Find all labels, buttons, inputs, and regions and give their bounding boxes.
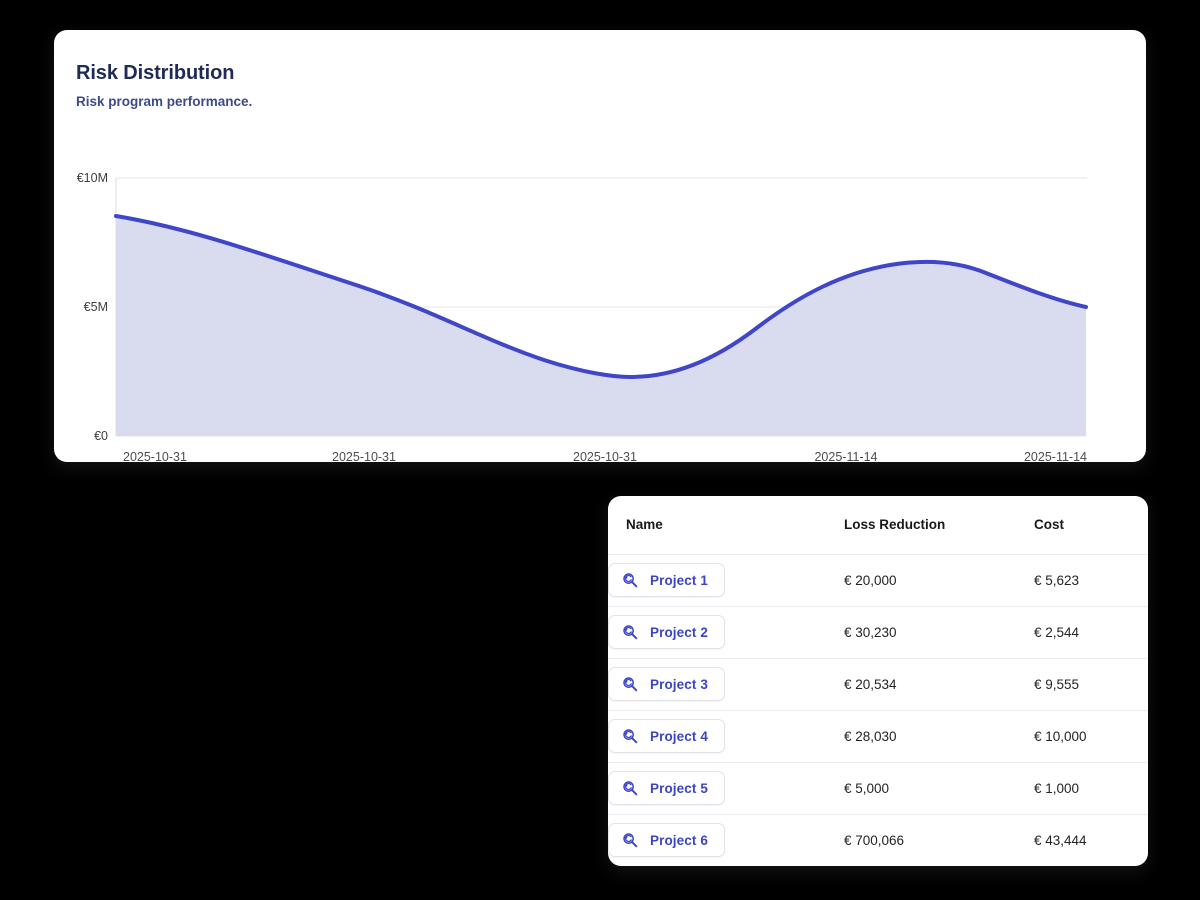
page-title: Risk Distribution	[76, 62, 235, 84]
x-tick-label-4: 2025-11-14	[814, 450, 877, 462]
table-row: Project 1 € 20,000 € 5,623	[608, 554, 1148, 607]
project-open-button[interactable]: Project 3	[608, 667, 725, 701]
risk-distribution-card: Risk Distribution Risk program performan…	[54, 30, 1146, 462]
x-tick-label-2: 2025-10-31	[332, 450, 396, 462]
project-name-label: Project 4	[650, 728, 708, 744]
cell-name: Project 5	[608, 762, 844, 815]
table-row: Project 3 € 20,534 € 9,555	[608, 658, 1148, 711]
zoom-search-icon	[622, 728, 638, 744]
table-header: Name Loss Reduction Cost	[608, 496, 1148, 555]
project-name-label: Project 6	[650, 832, 708, 848]
y-tick-label-0: €0	[94, 429, 108, 443]
chart-plot-area: €10M €5M €0 2025-10-31 2025-10-31 2025-1…	[54, 30, 1146, 462]
project-open-button[interactable]: Project 5	[608, 771, 725, 805]
cell-loss-reduction: € 20,000	[844, 554, 1034, 607]
project-open-button[interactable]: Project 6	[608, 823, 725, 858]
x-tick-label-5: 2025-11-14	[1024, 450, 1087, 462]
x-tick-label-3: 2025-10-31	[573, 450, 637, 462]
zoom-search-icon	[622, 676, 638, 692]
table-body: Project 1 € 20,000 € 5,623 Project 2 € 3…	[608, 554, 1148, 866]
cell-name: Project 3	[608, 658, 844, 711]
project-name-label: Project 3	[650, 676, 708, 692]
table-row: Project 2 € 30,230 € 2,544	[608, 606, 1148, 659]
chart-area-fill	[116, 216, 1086, 436]
chart-subtitle: Risk program performance.	[76, 94, 253, 109]
cell-loss-reduction: € 700,066	[844, 832, 905, 848]
zoom-search-icon	[622, 832, 638, 848]
y-tick-label-5m: €5M	[84, 300, 108, 314]
zoom-search-icon	[622, 572, 638, 588]
cell-cost: € 9,555	[1034, 658, 1148, 711]
chart-line	[114, 214, 1088, 379]
table-row: Project 5 € 5,000 € 1,000	[608, 762, 1148, 815]
project-open-button[interactable]: Project 4	[608, 719, 725, 753]
column-header-name: Name	[608, 496, 844, 555]
cell-cost: € 1,000	[1034, 762, 1148, 815]
y-tick-label-10m: €10M	[77, 171, 108, 185]
projects-table-card: Name Loss Reduction Cost Project 1	[608, 496, 1148, 866]
cell-loss-reduction: € 28,030	[844, 710, 1034, 763]
column-header-cost: Cost	[1034, 496, 1148, 555]
project-name-label: Project 1	[650, 572, 708, 588]
table-header-row: Name Loss Reduction Cost	[608, 496, 1148, 555]
zoom-search-icon	[622, 780, 638, 796]
cell-loss-reduction: € 5,000	[844, 762, 1034, 815]
x-tick-label-1: 2025-10-31	[123, 450, 187, 462]
table-row: Project 4 € 28,030 € 10,000	[608, 710, 1148, 763]
cell-loss-reduction: € 20,534	[844, 658, 1034, 711]
projects-table: Name Loss Reduction Cost Project 1	[608, 496, 1148, 866]
area-chart-svg: €10M €5M €0 2025-10-31 2025-10-31 2025-1…	[77, 171, 1088, 462]
project-open-button[interactable]: Project 2	[608, 615, 725, 649]
project-name-label: Project 5	[650, 780, 708, 796]
cell-name: Project 6	[608, 814, 844, 866]
cell-name: Project 1	[608, 554, 844, 607]
project-name-label: Project 2	[650, 624, 708, 640]
cell-name: Project 4	[608, 710, 844, 763]
cell-cost: € 5,623	[1034, 554, 1148, 607]
cell-cost: € 10,000	[1034, 710, 1148, 763]
zoom-search-icon	[622, 624, 638, 640]
cell-name: Project 2	[608, 606, 844, 659]
column-header-loss-reduction: Loss Reduction	[844, 496, 1034, 555]
cell-cost: € 2,544	[1034, 606, 1148, 659]
project-open-button[interactable]: Project 1	[608, 563, 725, 597]
cell-loss-reduction: € 30,230	[844, 606, 1034, 659]
table-row: Project 6 € 700,066 € 43,444	[608, 814, 1148, 866]
cell-cost: € 43,444	[1034, 832, 1087, 848]
